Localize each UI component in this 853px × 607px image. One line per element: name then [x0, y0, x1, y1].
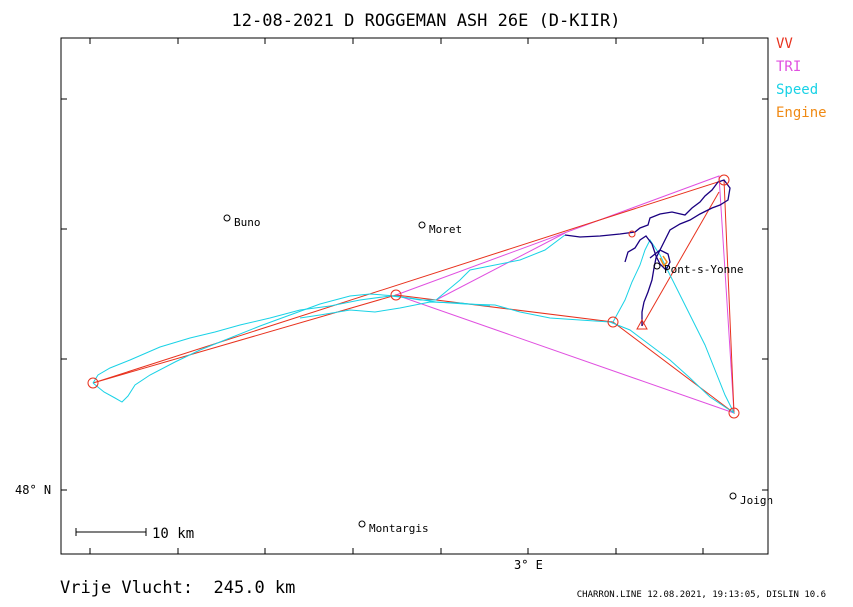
turnpoint-marker [728, 407, 740, 419]
gps-track-speed [612, 239, 735, 414]
scale-label: 10 km [152, 526, 194, 542]
right-axis-ticks [762, 98, 768, 491]
plot-frame [60, 37, 769, 555]
svg-text:Joign: Joign [740, 494, 773, 507]
engine-segment [659, 255, 668, 268]
gps-track-speed [92, 234, 566, 403]
legend-vv: VV [776, 36, 793, 52]
free-flight-route [641, 191, 720, 327]
turnpoint-marker [390, 289, 402, 301]
bottom-axis-ticks [89, 548, 704, 554]
free-flight-route [92, 179, 735, 415]
longitude-label: 3° E [514, 558, 543, 572]
place-buno: Buno [223, 214, 261, 229]
turnpoint-marker [628, 230, 636, 238]
latitude-label: 48° N [15, 483, 51, 497]
gps-track-dark [624, 235, 671, 272]
triangle-route [394, 175, 735, 414]
legend-engine: Engine [776, 105, 827, 121]
svg-text:Montargis: Montargis [369, 522, 429, 535]
svg-text:Moret: Moret [429, 223, 462, 236]
scale-bar: 10 km [75, 526, 194, 542]
place-joigny: Joign [729, 492, 773, 507]
triangle-route [435, 232, 566, 301]
distance-label: Vrije Vlucht: 245.0 km [60, 578, 295, 598]
place-montargis: Montargis [358, 520, 429, 535]
legend-speed: Speed [776, 82, 818, 98]
top-axis-ticks [89, 38, 704, 44]
gps-track-speed [92, 295, 735, 414]
gps-track-speed [299, 301, 491, 319]
turnpoint-marker [718, 174, 730, 186]
place-moret: Moret [418, 221, 462, 236]
svg-text:Buno: Buno [234, 216, 261, 229]
left-axis-ticks [61, 98, 67, 491]
map-title: 12-08-2021 D ROGGEMAN ASH 26E (D-KIIR) [232, 11, 621, 31]
turnpoint-marker [607, 316, 619, 328]
legend-tri: TRI [776, 59, 801, 75]
footer-info: CHARRON.LINE 12.08.2021, 19:13:05, DISLI… [577, 590, 826, 600]
start-marker [636, 318, 648, 330]
svg-text:Pont-s-Yonne: Pont-s-Yonne [664, 263, 743, 276]
place-pont-s-yonne: Pont-s-Yonne [653, 262, 743, 276]
turnpoint-marker [87, 377, 99, 389]
